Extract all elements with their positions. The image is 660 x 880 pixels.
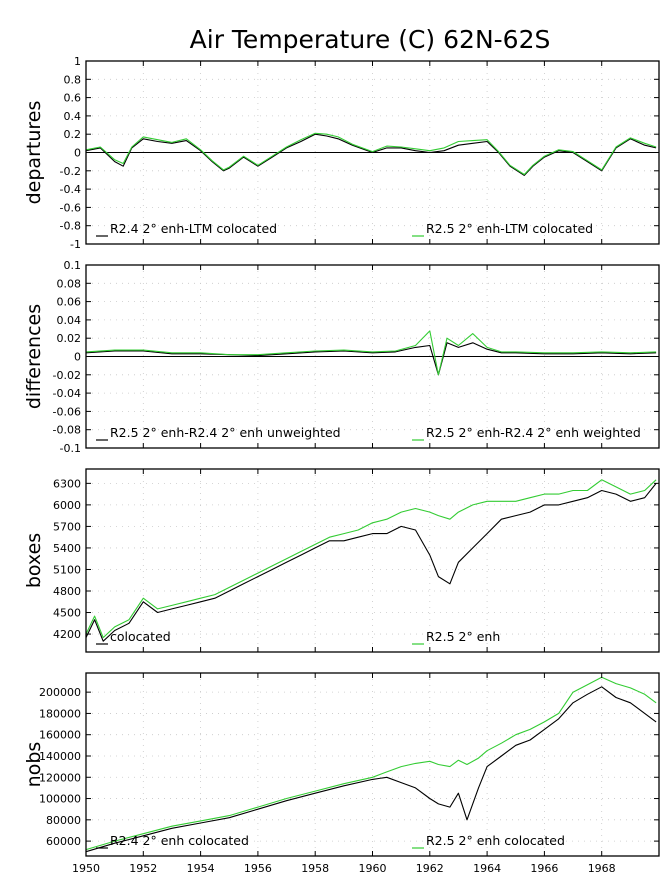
y-tick-label: 120000 — [39, 771, 81, 784]
y-tick-label: 200000 — [39, 686, 81, 699]
y-tick-label: 0.8 — [64, 73, 82, 86]
y-tick-label: -0.4 — [60, 183, 81, 196]
panel-nobs: 200000 180000 160000 140000 120000 100000 8000… — [23, 672, 660, 857]
series-line-black — [85, 483, 657, 642]
y-tick-label: 4500 — [53, 607, 81, 620]
y-tick-label: 4800 — [53, 585, 81, 598]
y-tick-label: -0.08 — [53, 424, 81, 437]
series-line-green — [85, 132, 657, 176]
x-tick-label: 1958 — [301, 862, 329, 875]
panel-differences: 0.1 0.08 0.06 0.04 0.02 0 -0.02 -0.04 -0.06 -0.08… — [23, 259, 660, 455]
y-tick-label: -0.04 — [53, 387, 81, 400]
legend-label: R2.5 2° enh — [426, 629, 500, 644]
legend-label: R2.5 2° enh-R2.4 2° enh unweighted — [110, 425, 341, 440]
x-tick-label: 1964 — [473, 862, 501, 875]
x-tick-label: 1968 — [588, 862, 616, 875]
x-tick-label: 1956 — [244, 862, 272, 875]
legend-label: R2.5 2° enh-R2.4 2° enh weighted — [426, 425, 641, 440]
x-tick-label: 1962 — [416, 862, 444, 875]
y-tick-label: 1 — [74, 55, 81, 68]
y-tick-label: 0 — [74, 351, 81, 364]
y-tick-label: 0.06 — [57, 296, 82, 309]
y-tick-label: 100000 — [39, 793, 81, 806]
y-tick-label: 0.08 — [57, 277, 82, 290]
y-tick-label: 5700 — [53, 520, 81, 533]
y-tick-label: 5400 — [53, 542, 81, 555]
series-line-black — [85, 133, 657, 176]
y-tick-label: 0.04 — [57, 314, 82, 327]
y-tick-label: 0.6 — [64, 92, 82, 105]
legend-label: colocated — [110, 629, 171, 644]
y-axis-label: departures — [23, 101, 45, 205]
legend-label: R2.4 2° enh-LTM colocated — [110, 221, 277, 236]
chart-title: Air Temperature (C) 62N-62S — [190, 25, 551, 54]
y-axis-label: differences — [23, 304, 45, 409]
plot-frame — [85, 468, 660, 653]
legend-label: R2.4 2° enh colocated — [110, 833, 249, 848]
y-tick-label: 5100 — [53, 563, 81, 576]
x-tick-label: 1954 — [187, 862, 215, 875]
panel-departures: 1 0.8 0.6 0.4 0.2 0 -0.2 -0.4 -0.6 -0.8 -1 departur… — [23, 55, 660, 251]
y-tick-label: 160000 — [39, 729, 81, 742]
x-tick-label: 1950 — [72, 862, 100, 875]
y-axis-label: boxes — [23, 533, 45, 588]
series-line-black — [85, 342, 657, 376]
y-tick-label: -0.6 — [60, 201, 81, 214]
y-tick-label: 0.2 — [64, 128, 82, 141]
y-tick-label: 6000 — [53, 499, 81, 512]
y-tick-label: 80000 — [46, 814, 81, 827]
y-tick-label: -0.02 — [53, 369, 81, 382]
series-line-green — [85, 479, 657, 639]
series-line-green — [85, 676, 657, 851]
x-tick-label: 1960 — [359, 862, 387, 875]
y-tick-label: 180000 — [39, 707, 81, 720]
y-tick-label: -1 — [70, 238, 81, 251]
y-tick-label: 0.02 — [57, 332, 82, 345]
panel-boxes: 6300 6000 5700 5400 5100 4800 4500 4200 boxes col… — [23, 468, 660, 653]
chart-panels: 1 0.8 0.6 0.4 0.2 0 -0.2 -0.4 -0.6 -0.8 -1 departur… — [23, 55, 660, 875]
y-tick-label: 0.1 — [64, 259, 82, 272]
y-tick-label: -0.2 — [60, 165, 81, 178]
series-line-green — [85, 330, 657, 376]
y-tick-label: 0 — [74, 147, 81, 160]
y-tick-label: -0.8 — [60, 220, 81, 233]
x-tick-label: 1952 — [129, 862, 157, 875]
y-tick-label: -0.1 — [60, 442, 81, 455]
legend-label: R2.5 2° enh colocated — [426, 833, 565, 848]
y-tick-label: -0.06 — [53, 405, 81, 418]
y-tick-label: 140000 — [39, 750, 81, 763]
y-tick-label: 0.4 — [64, 110, 82, 123]
y-tick-label: 4200 — [53, 628, 81, 641]
x-tick-label: 1966 — [530, 862, 558, 875]
series-line-black — [85, 686, 657, 853]
y-tick-label: 6300 — [53, 477, 81, 490]
x-axis: 1950 1952 1954 1956 1958 1960 1962 1964 1966 1968 — [72, 862, 616, 875]
y-axis-label: nobs — [23, 742, 45, 788]
legend-label: R2.5 2° enh-LTM colocated — [426, 221, 593, 236]
y-tick-label: 60000 — [46, 835, 81, 848]
